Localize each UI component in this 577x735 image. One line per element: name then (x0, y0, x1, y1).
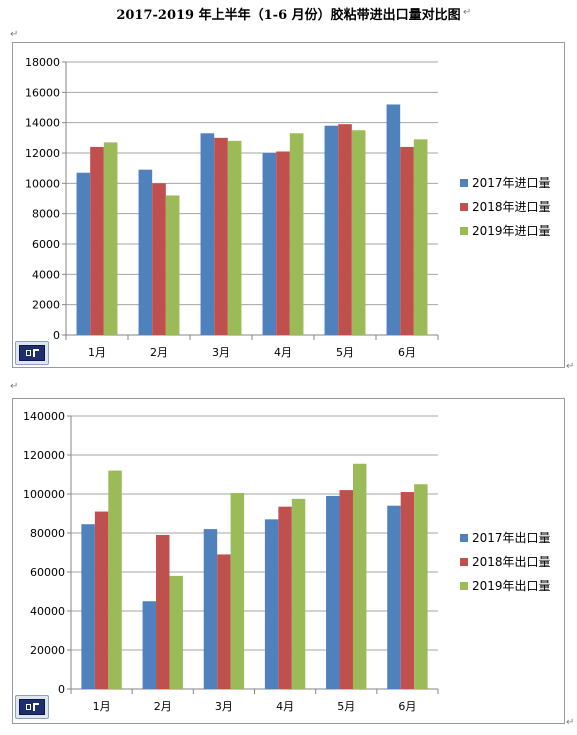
bar (339, 490, 353, 689)
layout-icon (19, 345, 45, 361)
legend-label: 2018年出口量 (472, 555, 551, 569)
x-tick-label: 3月 (215, 700, 233, 713)
legend-swatch (460, 179, 468, 187)
y-tick-label: 120000 (23, 449, 65, 462)
chart-layout-button[interactable] (15, 341, 49, 365)
y-tick-label: 20000 (30, 644, 65, 657)
y-tick-label: 14000 (25, 117, 60, 130)
bar (264, 519, 279, 689)
legend-label: 2019年出口量 (472, 579, 551, 593)
x-tick-label: 6月 (398, 700, 416, 713)
chart-layout-button[interactable] (15, 695, 49, 719)
paragraph-mark: ↵ (10, 381, 19, 392)
legend-swatch (460, 227, 468, 235)
bar (324, 125, 339, 335)
legend-swatch (460, 534, 468, 542)
layout-icon (19, 699, 45, 715)
paragraph-mark: ↵ (463, 7, 472, 18)
bar (400, 492, 415, 689)
bar (351, 130, 366, 335)
legend-swatch (460, 582, 468, 590)
y-tick-label: 140000 (23, 410, 65, 423)
legend-swatch (460, 203, 468, 211)
y-tick-label: 0 (58, 683, 65, 696)
legend-label: 2019年进口量 (472, 224, 551, 238)
bar (326, 495, 340, 689)
bar (200, 133, 215, 335)
x-tick-label: 5月 (337, 700, 355, 713)
y-tick-label: 80000 (30, 527, 65, 540)
bar (152, 183, 166, 335)
y-tick-label: 4000 (32, 268, 60, 281)
y-tick-label: 12000 (25, 147, 60, 160)
bar (386, 104, 401, 335)
y-tick-label: 8000 (32, 208, 60, 221)
bar (413, 139, 428, 335)
y-tick-label: 0 (53, 329, 60, 342)
bar (169, 575, 183, 689)
bar (76, 172, 91, 335)
bar (156, 534, 170, 689)
export-chart-svg: 0 20000 40000 60000 80000 100000 120000 140000 1… (23, 410, 551, 713)
import-chart: 0 2000 4000 6000 8000 10000 12000 14000 16000 180… (12, 42, 565, 368)
bar (414, 484, 428, 689)
x-tick-label: 4月 (276, 700, 294, 713)
bar (291, 498, 306, 689)
x-tick-label: 6月 (398, 346, 416, 359)
bar (278, 506, 292, 689)
paragraph-mark: ↵ (566, 361, 575, 372)
y-tick-label: 40000 (30, 605, 65, 618)
bar (142, 601, 157, 689)
bar (352, 463, 367, 689)
bar (227, 140, 242, 335)
bar (108, 470, 122, 689)
bar (276, 151, 290, 335)
bar (81, 524, 95, 689)
bar (90, 146, 104, 335)
y-tick-label: 100000 (23, 488, 65, 501)
bar (400, 146, 414, 335)
y-tick-label: 2000 (32, 299, 60, 312)
legend-swatch (460, 558, 468, 566)
bar (387, 505, 401, 689)
y-tick-label: 60000 (30, 566, 65, 579)
import-chart-svg: 0 2000 4000 6000 8000 10000 12000 14000 16000 180… (25, 56, 551, 359)
bar (230, 493, 245, 689)
bar (214, 137, 228, 335)
legend-label: 2017年进口量 (472, 176, 551, 190)
y-tick-label: 10000 (25, 177, 60, 190)
y-tick-label: 18000 (25, 56, 60, 69)
document-title: 2017-2019 年上半年（1-6 月份）胶粘带进出口量对比图 (116, 8, 461, 23)
bar (94, 511, 109, 689)
bar (203, 529, 218, 689)
legend-label: 2017年出口量 (472, 531, 551, 545)
legend-label: 2018年进口量 (472, 200, 551, 214)
paragraph-mark: ↵ (566, 717, 575, 728)
x-tick-label: 1月 (88, 346, 106, 359)
x-tick-label: 2月 (150, 346, 168, 359)
y-tick-label: 6000 (32, 238, 60, 251)
x-tick-label: 4月 (274, 346, 292, 359)
bar (103, 142, 118, 335)
bar (217, 554, 231, 689)
export-chart: 0 20000 40000 60000 80000 100000 120000 140000 1… (12, 398, 565, 724)
x-tick-label: 3月 (212, 346, 230, 359)
bar (262, 153, 277, 335)
x-tick-label: 2月 (154, 700, 172, 713)
y-tick-label: 16000 (25, 86, 60, 99)
bar (138, 169, 153, 335)
bar (338, 124, 352, 335)
x-tick-label: 5月 (336, 346, 354, 359)
bar (165, 195, 180, 335)
paragraph-mark: ↵ (10, 29, 19, 40)
x-tick-label: 1月 (93, 700, 111, 713)
bar (289, 133, 304, 335)
